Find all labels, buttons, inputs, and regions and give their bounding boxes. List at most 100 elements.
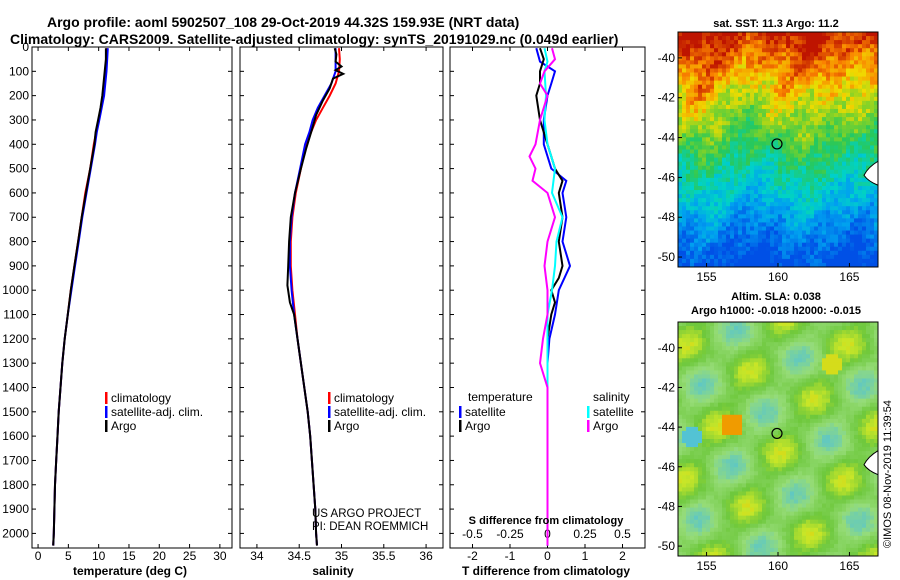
- depth-tick-label: 1100: [3, 308, 29, 322]
- salinity-xtick-label: 35: [335, 549, 349, 563]
- difference-xtick-label: 1: [582, 549, 589, 563]
- sla-map-ytick-label: -40: [658, 341, 676, 355]
- temperature-xtick-label: 20: [153, 549, 167, 563]
- depth-tick-label: 2000: [2, 526, 29, 540]
- depth-tick-label: 900: [9, 259, 29, 273]
- difference-xtick-label: -2: [467, 549, 478, 563]
- difference-legend-right-0-swatch: [587, 406, 590, 418]
- salinity-legend-0-swatch: [328, 392, 331, 404]
- sla-map-xtick-label: 165: [839, 559, 859, 573]
- difference-legend-right-1: Argo: [593, 419, 619, 433]
- depth-tick-label: 500: [9, 162, 29, 176]
- depth-tick-label: 100: [9, 64, 29, 78]
- salinity-xtick-label: 34: [250, 549, 264, 563]
- depth-tick-label: 1700: [2, 453, 29, 467]
- sst-map-xtick-label: 155: [697, 270, 717, 284]
- sst-map-cells: [678, 32, 879, 268]
- difference-legend-left-0: satellite: [465, 405, 506, 419]
- difference-legend-left-1: Argo: [465, 419, 491, 433]
- sla-map-ytick-label: -50: [658, 539, 676, 553]
- difference-legend-left-title: temperature: [468, 390, 533, 404]
- depth-tick-label: 1200: [2, 332, 29, 346]
- salinity-xtick-label: 36: [419, 549, 433, 563]
- sla-map-coastline: [863, 449, 879, 476]
- temperature-legend-2: Argo: [111, 419, 137, 433]
- temperature-xtick-label: 15: [122, 549, 136, 563]
- temperature-xtick-label: 30: [213, 549, 227, 563]
- sst-map-xtick-label: 160: [768, 270, 788, 284]
- sdiff-top-label: S difference from climatology: [469, 515, 625, 527]
- depth-tick-label: 200: [9, 89, 29, 103]
- depth-tick-label: 700: [9, 210, 29, 224]
- sst-map-xtick-label: 165: [839, 270, 859, 284]
- sla-map-subtitle: Argo h1000: -0.018 h2000: -0.015: [691, 305, 861, 317]
- sst-map-title: sat. SST: 11.3 Argo: 11.2: [713, 18, 839, 30]
- salinity-argo-line: [286, 47, 346, 546]
- sla-map-ytick-label: -42: [658, 380, 676, 394]
- sla-map-argo-marker: [771, 427, 783, 440]
- difference-top-tick-label: 0.5: [614, 527, 631, 541]
- header-line-2: Climatology: CARS2009. Satellite-adjuste…: [10, 31, 618, 47]
- difference-legend-right-0: satellite: [593, 405, 634, 419]
- tdiff-xlabel: T difference from climatology: [462, 564, 630, 578]
- sla-map-xtick-label: 160: [768, 559, 788, 573]
- difference-legend-left-0-swatch: [459, 406, 462, 418]
- sst-map-ytick-label: -44: [658, 131, 676, 145]
- project-annotation-2: PI: DEAN ROEMMICH: [312, 521, 428, 533]
- temperature-satellite-line: [52, 48, 109, 546]
- sst-map-ytick-label: -50: [658, 250, 676, 264]
- salinity-xlabel: salinity: [312, 564, 354, 578]
- depth-tick-label: 1500: [2, 405, 29, 419]
- sst-map-argo-marker: [771, 138, 783, 150]
- sst-map-ytick-label: -40: [658, 51, 676, 65]
- temperature-xtick-label: 10: [92, 549, 106, 563]
- temperature-xtick-label: 25: [183, 549, 197, 563]
- sst-map-panel: 155 160 165 -40 -42 -44 -46 -48 -50: [658, 31, 879, 284]
- temperature-xlabel: temperature (deg C): [73, 564, 187, 578]
- sla-map-ytick-label: -44: [658, 420, 676, 434]
- difference-top-tick-label: 0.25: [573, 527, 597, 541]
- difference-top-tick-label: -0.5: [462, 527, 483, 541]
- temperature-xtick-label: 5: [65, 549, 72, 563]
- salinity-xtick-label: 34.5: [288, 549, 312, 563]
- header-line-1: Argo profile: aoml 5902507_108 29-Oct-20…: [47, 14, 519, 30]
- depth-tick-label: 1000: [2, 283, 29, 297]
- salinity-climatology-line: [289, 48, 341, 546]
- timestamp-stamp: ©IMOS 08-Nov-2019 11:39:54: [882, 400, 894, 548]
- depth-tick-label: 1800: [2, 478, 29, 492]
- salinity-legend-2: Argo: [334, 419, 360, 433]
- depth-tick-label: 0: [22, 40, 29, 54]
- difference-legend-left-1-swatch: [459, 420, 462, 432]
- sst-map-ytick-label: -46: [658, 170, 676, 184]
- salinity-legend-2-swatch: [328, 420, 331, 432]
- sla-map-ytick-label: -48: [658, 499, 676, 513]
- temperature-legend-0-swatch: [105, 392, 108, 404]
- depth-tick-label: 1900: [2, 502, 29, 516]
- difference-xtick-label: 2: [619, 549, 626, 563]
- temperature-legend-0: climatology: [111, 391, 171, 405]
- sst-map-coastline: [863, 160, 879, 186]
- temperature-xtick-label: 0: [35, 549, 42, 563]
- temperature-legend-1-swatch: [105, 406, 108, 418]
- salinity-legend-1: satellite-adj. clim.: [334, 405, 426, 419]
- difference-top-tick-label: -0.25: [496, 527, 524, 541]
- sst-map-ytick-label: -48: [658, 210, 676, 224]
- temperature-argo-line: [52, 48, 107, 546]
- depth-tick-label: 1300: [2, 356, 29, 370]
- sla-map-ytick-label: -46: [658, 460, 676, 474]
- salinity-xtick-label: 35.5: [372, 549, 396, 563]
- project-annotation-1: US ARGO PROJECT: [312, 508, 421, 520]
- depth-tick-label: 400: [9, 137, 29, 151]
- salinity-panel: 34 34.5 35 35.5 36 climatologysatellite-adj. …: [239, 46, 444, 563]
- sla-map-cells: [678, 322, 879, 557]
- difference-legend-right-title: salinity: [593, 390, 630, 404]
- depth-tick-label: 800: [9, 235, 29, 249]
- temperature-legend-2-swatch: [105, 420, 108, 432]
- sst-map-ytick-label: -42: [658, 91, 676, 105]
- depth-tick-label: 300: [9, 113, 29, 127]
- salinity-legend-0: climatology: [334, 391, 394, 405]
- temperature-legend-1: satellite-adj. clim.: [111, 405, 203, 419]
- depth-tick-label: 1600: [2, 429, 29, 443]
- difference-legend-right-1-swatch: [587, 420, 590, 432]
